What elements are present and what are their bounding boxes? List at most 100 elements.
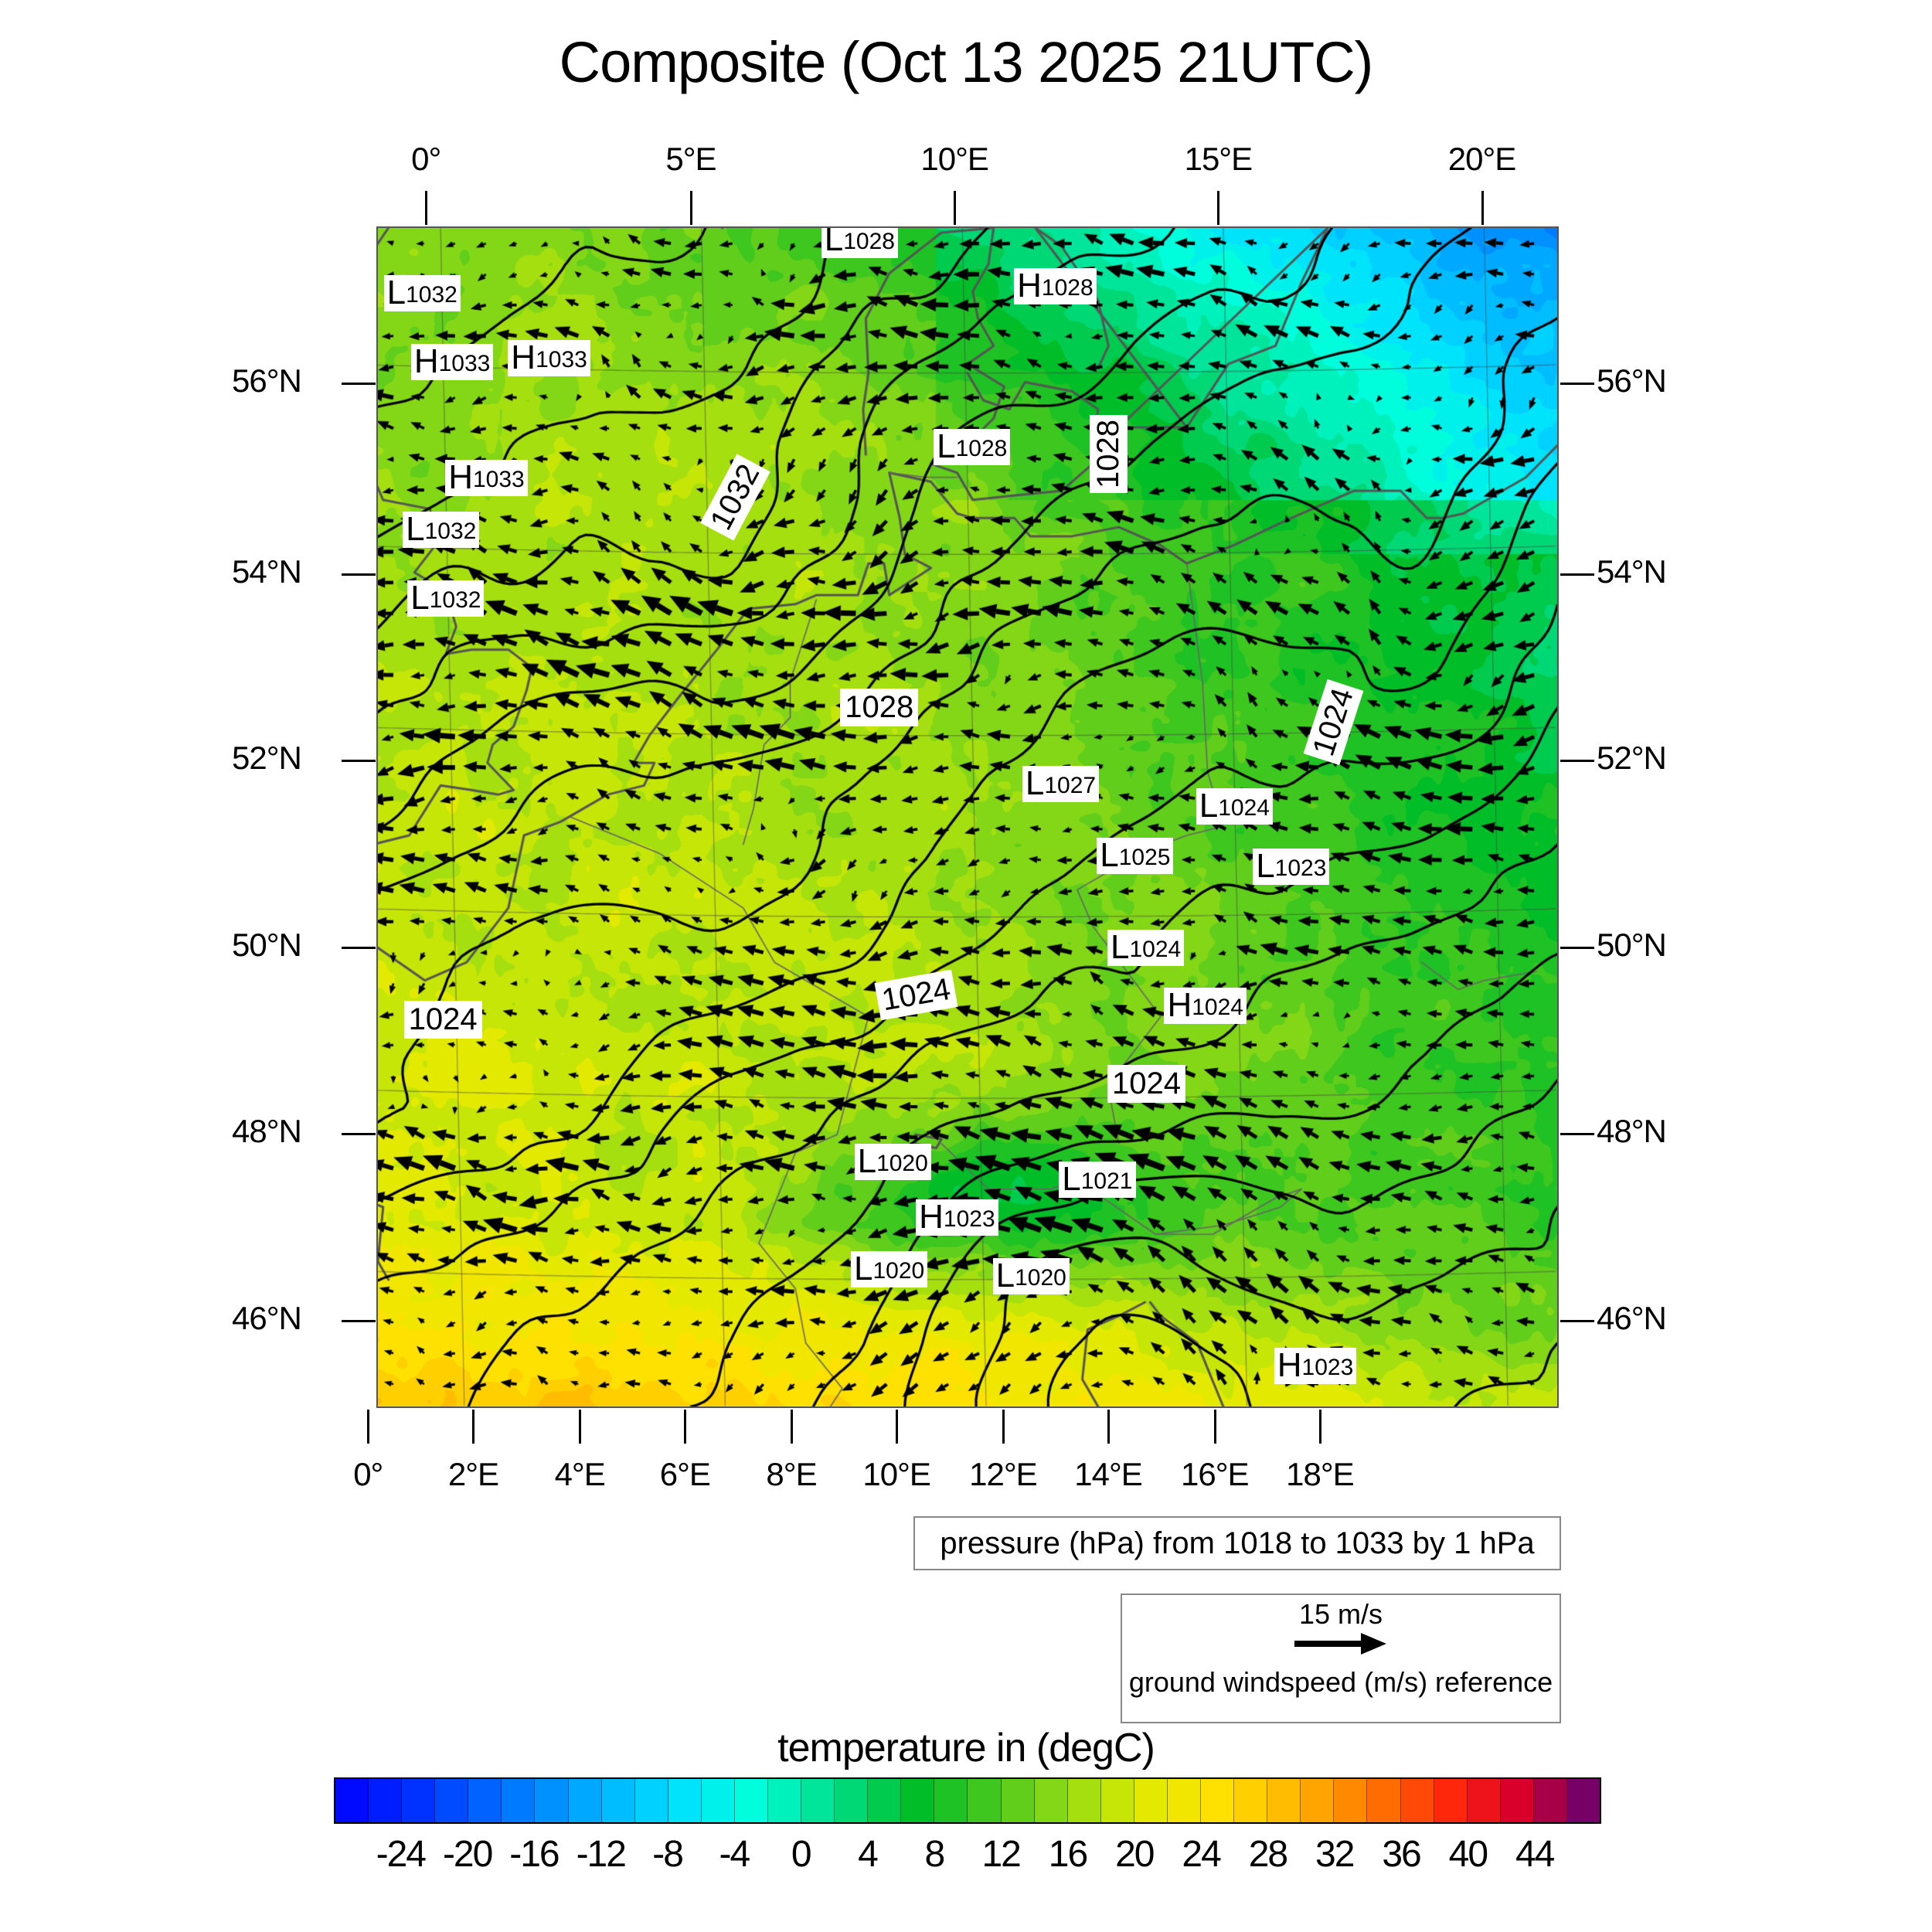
axis-tick-mark <box>1560 760 1594 763</box>
pressure-center-type: L <box>1256 846 1275 885</box>
colorbar-cell <box>1367 1779 1401 1822</box>
pressure-center-value: 1028 <box>955 435 1008 461</box>
axis-tick-mark <box>342 946 376 949</box>
axis-tick-mark <box>1318 1410 1321 1444</box>
colorbar-tick-label: -16 <box>509 1834 560 1875</box>
colorbar-cell <box>568 1779 602 1822</box>
lat-tick-label: 50°N <box>1597 926 1667 963</box>
axis-tick-mark <box>896 1410 899 1444</box>
axis-tick-mark <box>342 1319 376 1322</box>
colorbar-cell <box>1100 1779 1134 1822</box>
wind-legend-caption: ground windspeed (m/s) reference <box>1128 1666 1553 1698</box>
pressure-center-type: H <box>1017 266 1042 304</box>
pressure-center-type: L <box>1025 764 1045 802</box>
colorbar-tick-label: 16 <box>1048 1834 1088 1875</box>
lon-tick-label: 0° <box>411 141 441 177</box>
colorbar-cell <box>1334 1779 1368 1822</box>
axis-tick-mark <box>1213 1410 1216 1444</box>
axis-tick-mark <box>1560 1133 1594 1136</box>
colorbar-cell <box>1566 1779 1600 1822</box>
weather-map[interactable]: L1032 H1033 H1033 H1033 L1032 L1032 L1028 H1028… <box>376 226 1559 1408</box>
pressure-center-value: 1020 <box>1015 1265 1066 1291</box>
pressure-center-low: L1023 <box>1253 846 1330 885</box>
pressure-center-low: L1021 <box>1059 1159 1136 1198</box>
lon-tick-label: 5°E <box>665 141 716 177</box>
pressure-center-type: L <box>406 509 425 548</box>
pressure-center-high: H1033 <box>410 343 494 380</box>
colorbar-tick-label: -12 <box>576 1834 627 1875</box>
pressure-center-type: L <box>1062 1159 1081 1198</box>
pressure-center-type: H <box>1167 986 1192 1025</box>
pressure-center-high: H1023 <box>916 1199 998 1236</box>
pressure-center-value: 1028 <box>843 229 895 255</box>
pressure-center-type: L <box>1100 835 1119 874</box>
axis-tick-mark <box>367 1410 370 1444</box>
colorbar-cell <box>934 1779 968 1822</box>
pressure-center-low: L1028 <box>934 427 1011 465</box>
axis-tick-mark <box>342 1133 376 1136</box>
wind-reference-arrow-icon <box>1122 1631 1560 1666</box>
lat-tick-label: 48°N <box>1597 1113 1667 1150</box>
axis-tick-mark <box>579 1410 582 1444</box>
lat-tick-label: 48°N <box>232 1113 302 1150</box>
pressure-center-type: H <box>511 338 536 377</box>
colorbar-cell <box>435 1779 469 1822</box>
pressure-center-type: H <box>448 457 473 496</box>
pressure-center-value: 1025 <box>1118 844 1171 870</box>
pressure-center-type: L <box>1111 928 1130 967</box>
colorbar-cell <box>1167 1779 1202 1822</box>
colorbar-tick-label: 32 <box>1315 1834 1355 1875</box>
axis-tick-mark <box>689 191 692 225</box>
pressure-center-type: L <box>854 1250 873 1288</box>
lon-tick-label: 12°E <box>969 1456 1038 1492</box>
pressure-center-type: L <box>386 274 406 312</box>
axis-tick-mark <box>342 573 376 576</box>
colorbar-cell <box>369 1779 403 1822</box>
lat-tick-label: 54°N <box>1597 553 1667 590</box>
colorbar-tick-label: 24 <box>1182 1834 1221 1875</box>
lon-tick-label: 10°E <box>862 1456 931 1492</box>
colorbar-cell <box>668 1779 702 1822</box>
axis-tick-mark <box>342 760 376 763</box>
pressure-center-type: L <box>937 427 956 465</box>
axis-tick-mark <box>342 383 376 386</box>
axis-tick-mark <box>1560 1319 1594 1322</box>
pressure-legend: pressure (hPa) from 1018 to 1033 by 1 hP… <box>913 1516 1561 1570</box>
colorbar-tick-label: 40 <box>1448 1834 1488 1875</box>
axis-tick-mark <box>1560 573 1594 576</box>
colorbar-cell <box>901 1779 935 1822</box>
colorbar-cell <box>868 1779 902 1822</box>
colorbar-cell <box>601 1779 635 1822</box>
pressure-center-type: H <box>1277 1346 1302 1385</box>
colorbar-tick-label: -20 <box>442 1834 493 1875</box>
colorbar-cell <box>835 1779 869 1822</box>
colorbar-cell <box>1533 1779 1567 1822</box>
lon-tick-label: 6°E <box>659 1456 711 1492</box>
colorbar-cell <box>335 1779 369 1822</box>
colorbar-cell <box>1434 1779 1468 1822</box>
lon-tick-label: 2°E <box>447 1456 499 1492</box>
pressure-center-value: 1032 <box>406 282 457 308</box>
colorbar-tick-label: 8 <box>924 1834 945 1875</box>
colorbar-cell <box>768 1779 802 1822</box>
lon-tick-label: 20°E <box>1447 141 1517 177</box>
colorbar-cell <box>701 1779 735 1822</box>
pressure-center-type: L <box>857 1141 877 1180</box>
axis-tick-mark <box>1002 1410 1005 1444</box>
pressure-center-low: L1024 <box>1196 787 1273 825</box>
colorbar-tick-label: 36 <box>1382 1834 1421 1875</box>
colorbar-tick-label: -4 <box>719 1834 751 1875</box>
pressure-center-value: 1033 <box>536 347 587 373</box>
lat-tick-label: 54°N <box>232 553 302 590</box>
colorbar-cell <box>1400 1779 1434 1822</box>
lat-tick-label: 52°N <box>1597 740 1667 777</box>
pressure-center-high: H1033 <box>508 338 590 377</box>
colorbar-cell <box>1134 1779 1168 1822</box>
lon-tick-label: 15°E <box>1184 141 1253 177</box>
pressure-center-low: L1024 <box>1107 928 1185 967</box>
pressure-center-value: 1033 <box>438 350 491 376</box>
colorbar-tick-label: 44 <box>1515 1834 1555 1875</box>
axis-tick-mark <box>791 1410 794 1444</box>
lon-tick-label: 18°E <box>1286 1456 1355 1492</box>
pressure-center-low: L1032 <box>403 509 480 548</box>
